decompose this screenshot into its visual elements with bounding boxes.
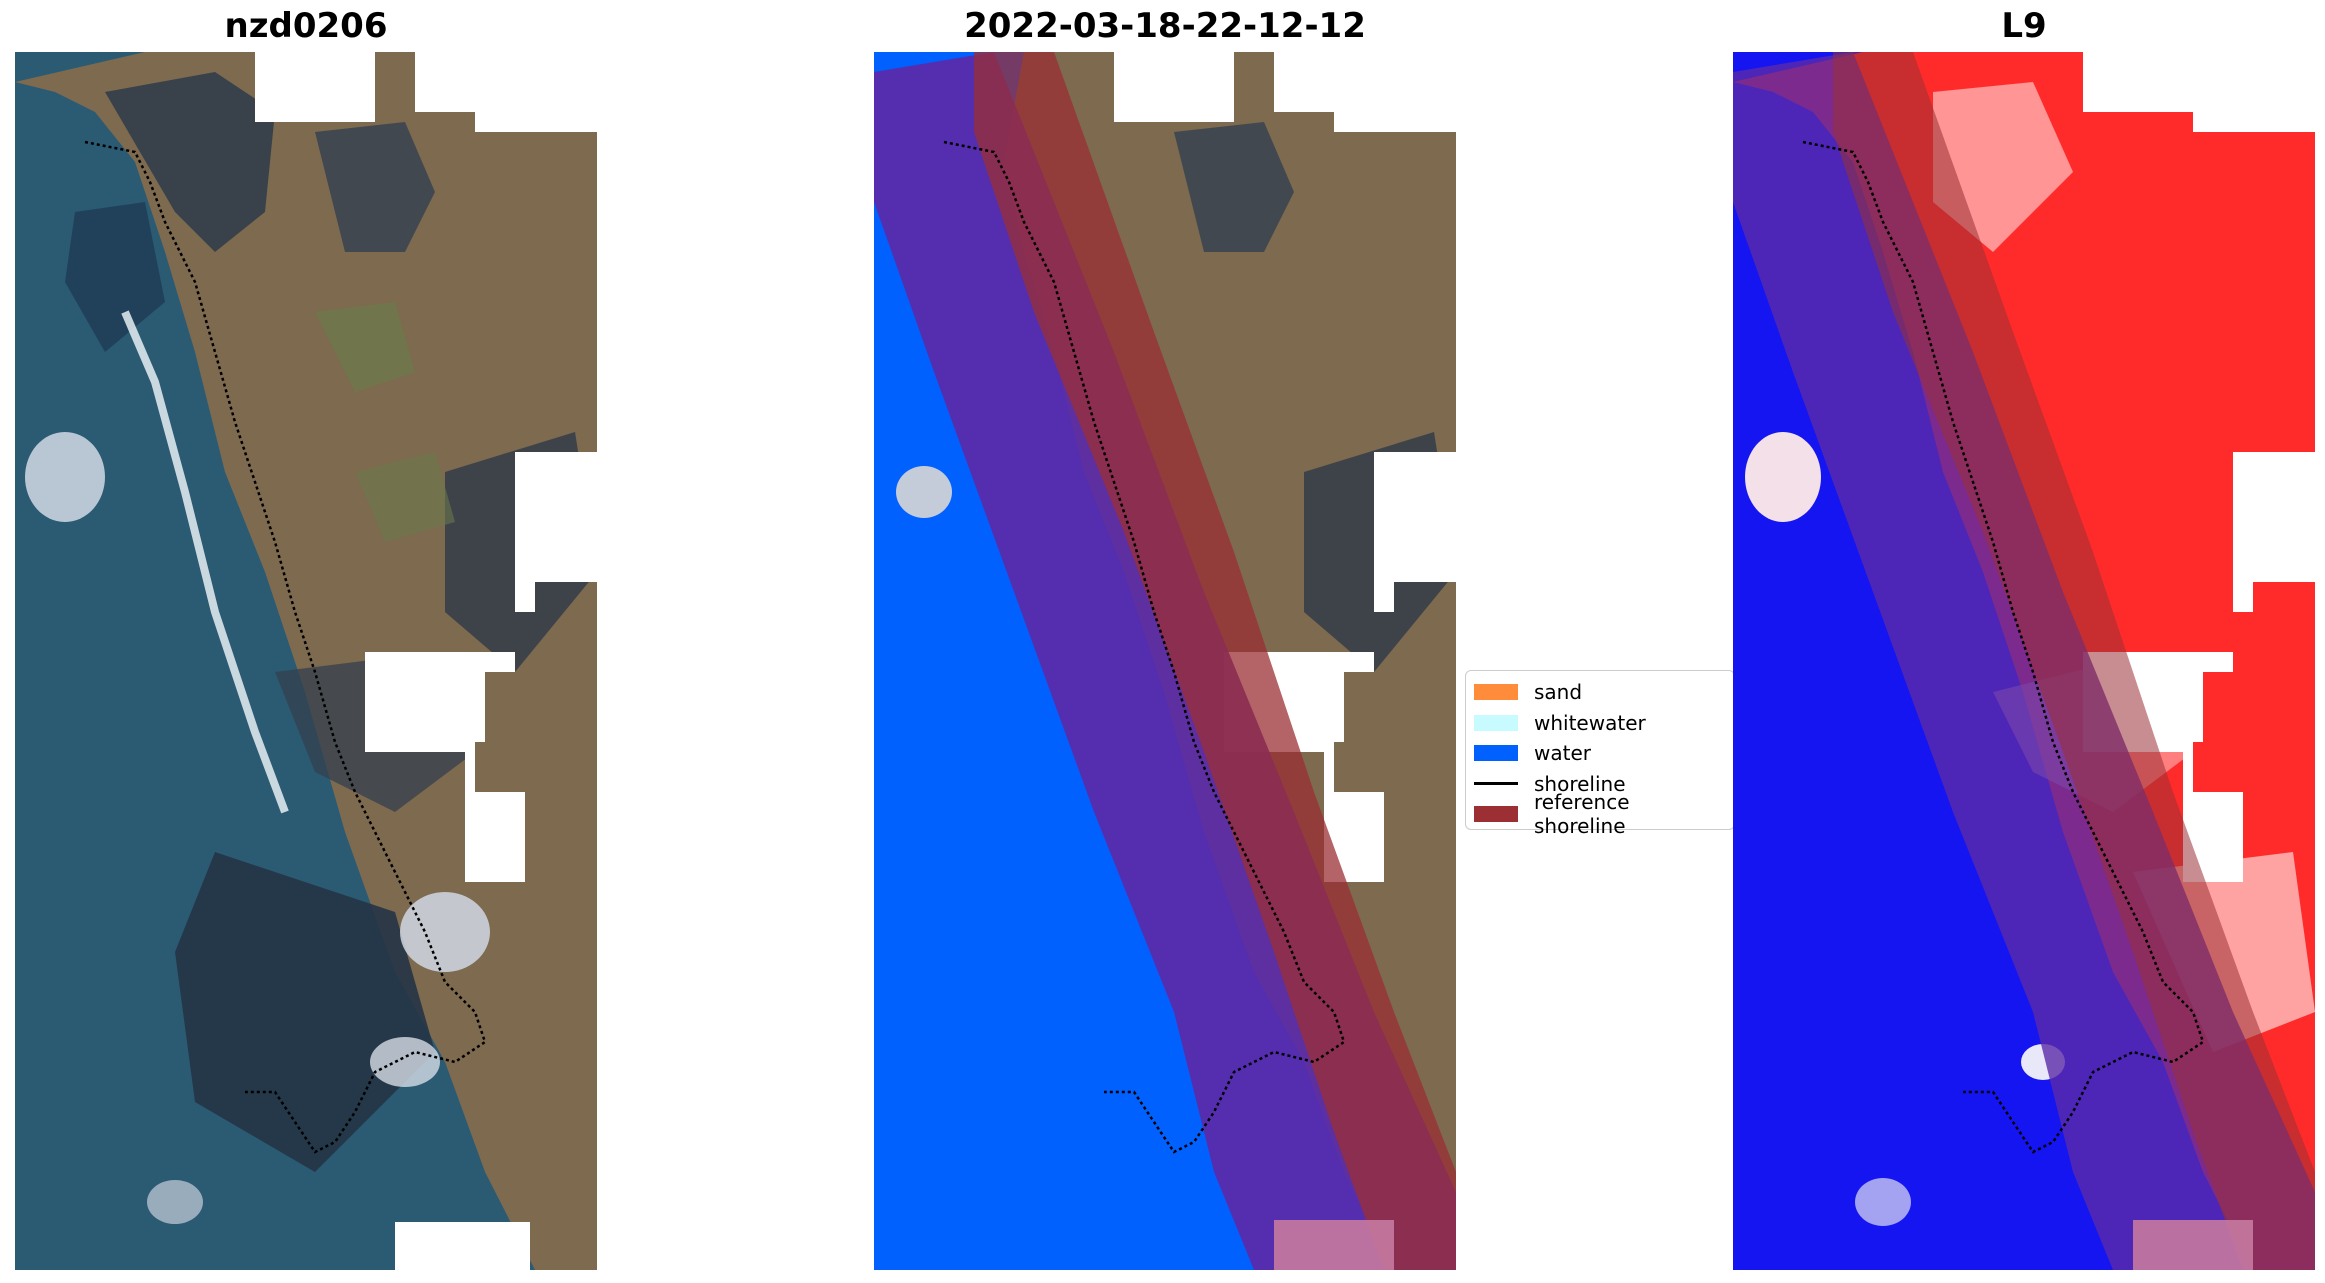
classified-image [874, 52, 1456, 1270]
panel-title-index: L9 [2001, 6, 2047, 46]
water-swatch [1474, 745, 1518, 762]
whitewater-swatch [1474, 714, 1518, 731]
classification-panel [874, 52, 1456, 1270]
legend-item-reference-shoreline: reference shoreline [1474, 790, 1726, 838]
legend-item-sand: sand [1474, 677, 1726, 708]
panel-title-classified: 2022-03-18-22-12-12 [964, 6, 1366, 46]
legend-label: sand [1534, 680, 1583, 705]
shoreline-swatch [1474, 782, 1518, 786]
reference-shoreline-swatch [1474, 806, 1518, 823]
legend-item-shoreline: shoreline [1474, 769, 1726, 800]
panel-title-rgb: nzd0206 [224, 6, 388, 46]
index-image [1733, 52, 2315, 1270]
legend-label: whitewater [1534, 710, 1646, 735]
index-panel [1733, 52, 2315, 1270]
legend-label: reference shoreline [1534, 790, 1630, 839]
rgb-satellite-image [15, 52, 597, 1270]
rgb-image-panel [15, 52, 597, 1270]
legend-item-whitewater: whitewater [1474, 708, 1726, 739]
legend-label: water [1534, 741, 1591, 766]
sand-swatch [1474, 684, 1518, 701]
legend: sand whitewater water shoreline referenc… [1465, 670, 1735, 838]
legend-item-water: water [1474, 738, 1726, 769]
legend-label: shoreline [1534, 771, 1626, 796]
